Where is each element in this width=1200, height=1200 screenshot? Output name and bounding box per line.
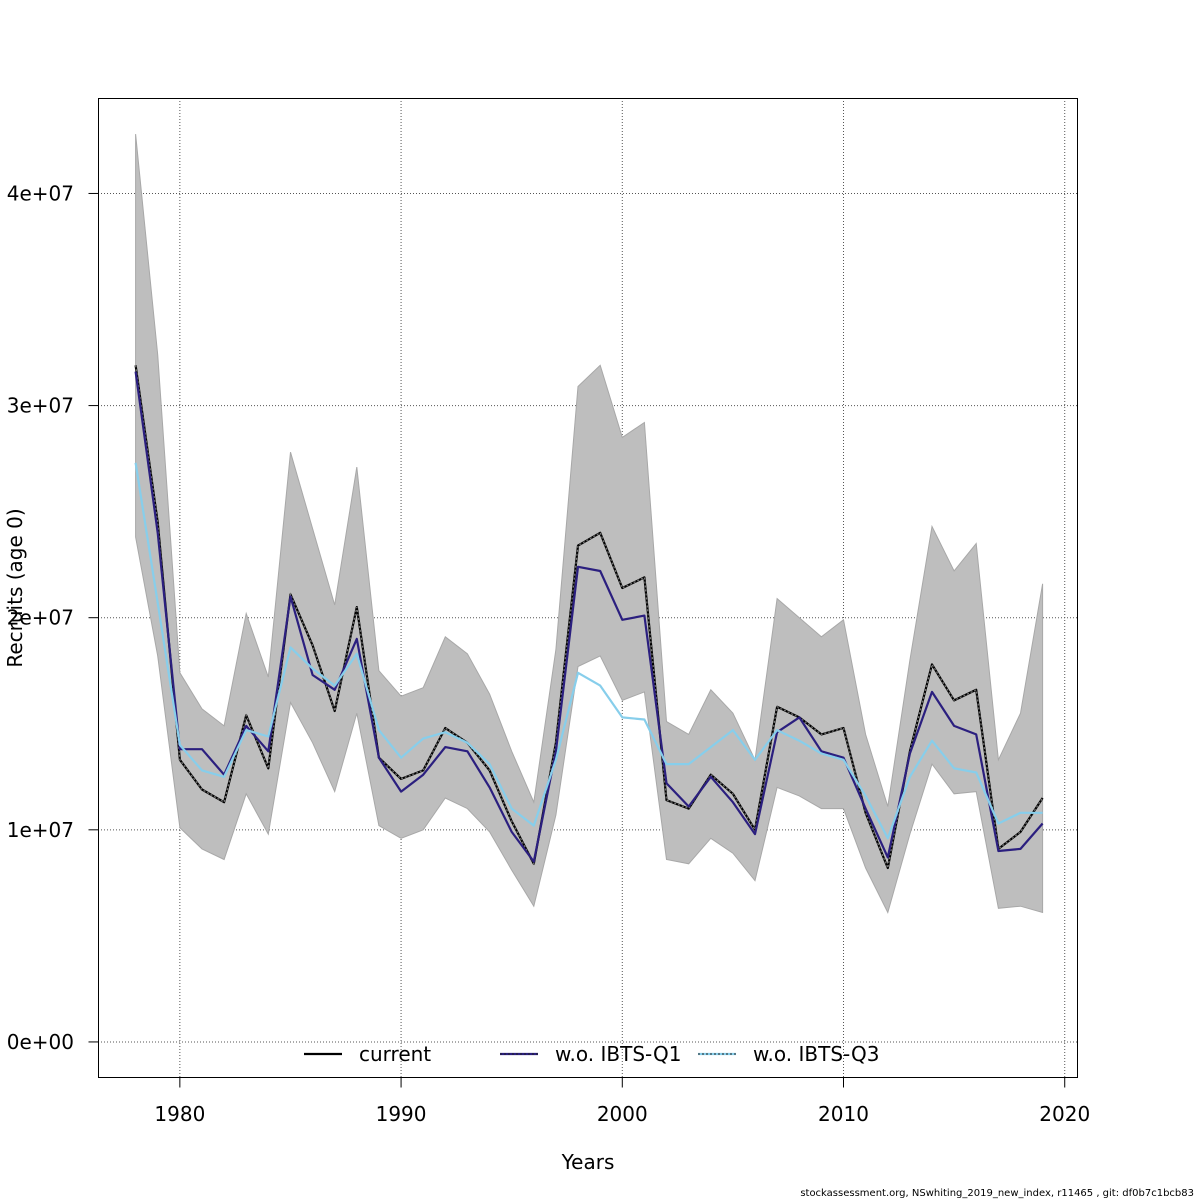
x-tick-label: 1990 xyxy=(376,1102,427,1126)
y-tick-label: 3e+07 xyxy=(7,394,74,418)
y-axis: 0e+00 1e+07 2e+07 3e+07 4e+07 xyxy=(7,181,99,1054)
x-axis: 1980 1990 2000 2010 2020 xyxy=(154,1077,1090,1126)
confidence-band xyxy=(135,134,1044,914)
y-tick-label: 0e+00 xyxy=(7,1030,74,1054)
legend-label-0: current xyxy=(359,1042,431,1066)
footer-credit: stockassessment.org, NSwhiting_2019_new_… xyxy=(800,1188,1194,1199)
y-tick-label: 4e+07 xyxy=(7,181,74,205)
x-tick-label: 2020 xyxy=(1039,1102,1090,1126)
legend: current w.o. IBTS-Q1 w.o. IBTS-Q3 xyxy=(304,1042,879,1066)
series-line-1 xyxy=(134,371,1044,863)
series-line-2 xyxy=(134,462,1043,840)
x-axis-title: Years xyxy=(561,1150,615,1174)
y-tick-label: 2e+07 xyxy=(7,606,74,630)
legend-label-2: w.o. IBTS-Q3 xyxy=(753,1042,879,1066)
x-tick-label: 2000 xyxy=(597,1102,648,1126)
y-tick-label: 1e+07 xyxy=(7,818,74,842)
y-axis-title: Recruits (age 0) xyxy=(3,508,27,667)
series-lines xyxy=(134,365,1044,871)
x-tick-label: 1980 xyxy=(154,1102,205,1126)
x-tick-label: 2010 xyxy=(818,1102,869,1126)
legend-label-1: w.o. IBTS-Q1 xyxy=(555,1042,681,1066)
